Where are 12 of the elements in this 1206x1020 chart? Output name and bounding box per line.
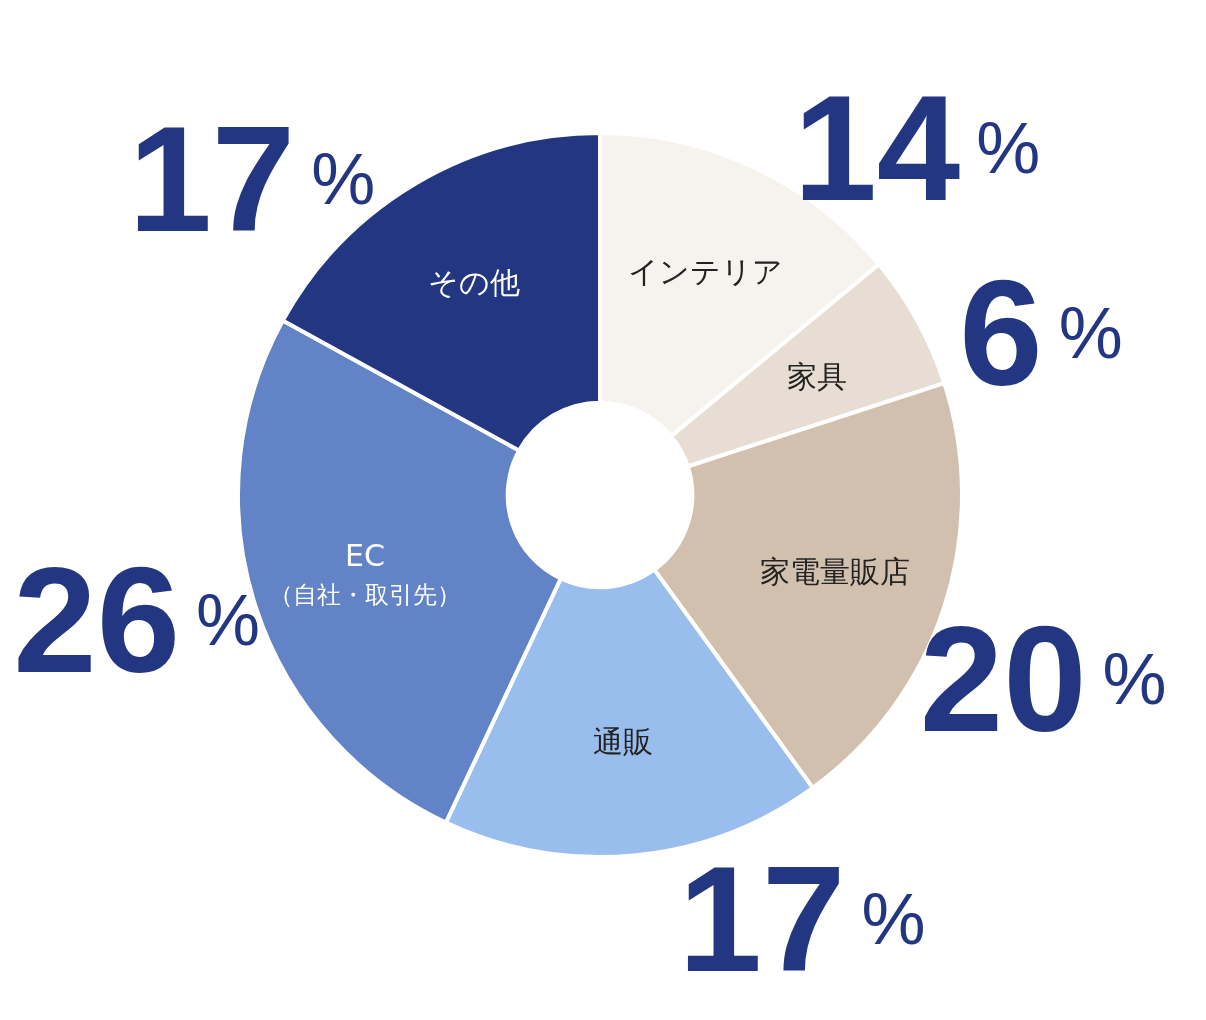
- slice-label: 通販: [593, 723, 654, 759]
- slice-label: インテリア: [627, 253, 783, 289]
- data-label: 14%: [793, 63, 1041, 232]
- slice-label: EC （自社・取引先）: [268, 537, 461, 610]
- data-label: 20%: [919, 595, 1167, 764]
- slice-label: 家電量販店: [760, 553, 911, 589]
- data-label: 6%: [959, 248, 1123, 417]
- data-label: 17%: [678, 835, 926, 1004]
- data-label: 26%: [13, 536, 261, 705]
- slice-label: 家具: [786, 358, 847, 394]
- slice-label: その他: [428, 264, 521, 300]
- data-label: 17%: [128, 95, 376, 264]
